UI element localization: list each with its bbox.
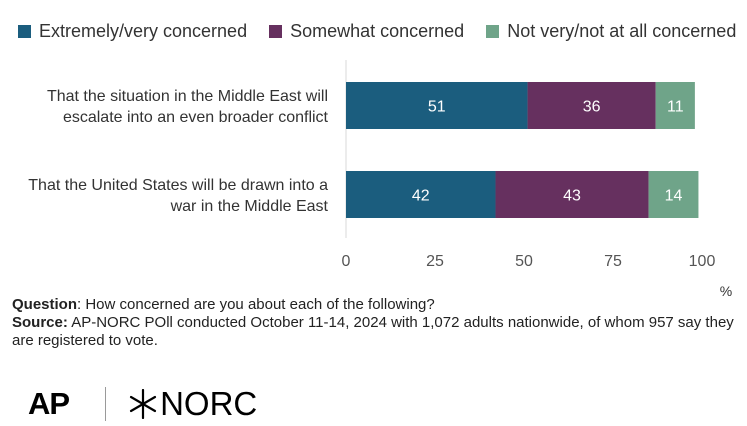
x-tick-label: 25 [426,253,444,270]
legend-item-not-very: Not very/not at all concerned [486,21,736,42]
category-label-line: That the United States will be drawn int… [28,177,328,194]
bar-segment [527,82,656,129]
legend-label-somewhat: Somewhat concerned [290,20,465,41]
bar-segment [346,171,496,218]
logos: AP NORC [28,384,257,424]
data-label: 11 [667,99,684,116]
data-label: 36 [583,99,601,116]
data-label: 14 [665,188,683,205]
legend-swatch-extremely-very [18,24,31,38]
bar-segment [648,171,699,218]
chart-notes: Question: How concerned are you about ea… [12,296,737,350]
question-label: Question [12,296,78,313]
data-label: 51 [428,99,446,116]
category-label: That the United States will be drawn int… [28,177,328,215]
bar-segment [655,82,695,129]
category-label-line: war in the Middle East [170,198,329,215]
stacked-bar-chart: That the situation in the Middle East wi… [28,60,732,299]
source-text: AP-NORC POll conducted October 11-14, 20… [12,314,734,349]
norc-logo: NORC [128,385,257,423]
x-axis-label: % [720,283,732,299]
question-text: : How concerned are you about each of th… [77,296,435,313]
logo-divider [105,387,107,421]
question-note: Question: How concerned are you about ea… [12,296,737,314]
data-label: 43 [563,188,581,205]
category-label-line: That the situation in the Middle East wi… [47,88,328,105]
x-tick-label: 50 [515,253,533,270]
ap-logo: AP [28,386,70,421]
source-label: Source: [12,314,68,331]
category-label: That the situation in the Middle East wi… [47,88,329,126]
bar-segment [495,171,649,218]
legend-label-not-very: Not very/not at all concerned [507,20,737,41]
x-tick-label: 75 [604,253,622,270]
legend-item-extremely-very: Extremely/very concerned [18,21,247,42]
norc-logo-text: NORC [160,385,258,422]
bar-segment [346,82,528,129]
category-label-line: escalate into an even broader conflict [63,109,329,126]
legend-swatch-somewhat [269,24,283,38]
legend-label-extremely-very: Extremely/very concerned [39,20,248,41]
data-label: 42 [412,188,430,205]
norc-star-icon [129,389,157,419]
chart-legend: Extremely/very concerned Somewhat concer… [18,20,739,42]
source-note: Source: AP-NORC POll conducted October 1… [12,314,737,350]
legend-item-somewhat: Somewhat concerned [269,21,464,42]
x-tick-label: 100 [689,253,716,270]
legend-swatch-not-very [486,24,500,38]
x-tick-label: 0 [342,253,351,270]
